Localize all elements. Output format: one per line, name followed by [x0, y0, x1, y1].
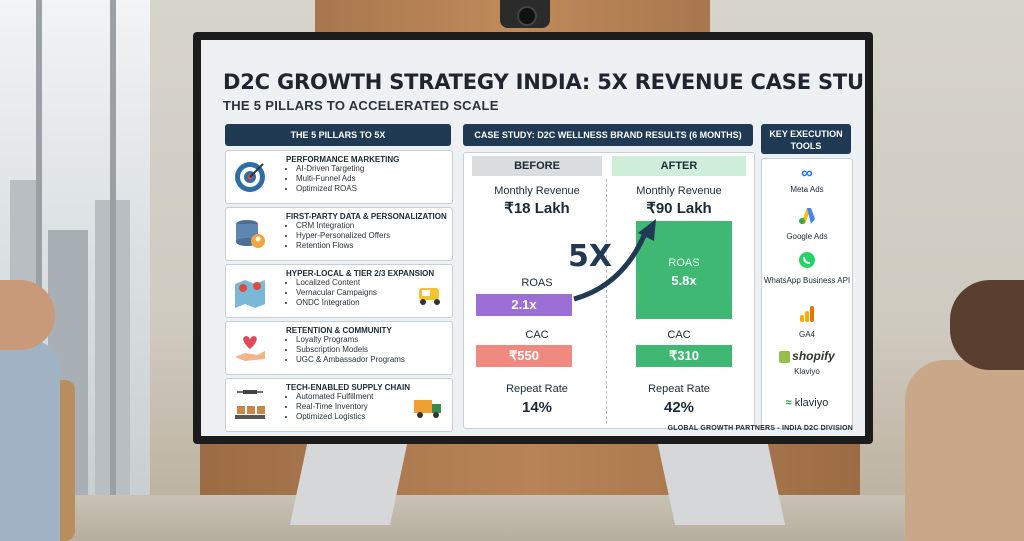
pillar-bullet: Vernacular Campaigns: [296, 288, 377, 298]
tool-label: Meta Ads: [790, 185, 824, 194]
pillar-bullet: AI-Driven Targeting: [296, 164, 364, 174]
cac-after-bar: [636, 345, 732, 367]
pillar-bullet: Multi-Funnel Ads: [296, 174, 364, 184]
pillar-title: HYPER-LOCAL & TIER 2/3 EXPANSION: [286, 269, 435, 278]
case-study-header: CASE STUDY: D2C WELLNESS BRAND RESULTS (…: [463, 124, 753, 146]
pillar-supply-chain: TECH-ENABLED SUPPLY CHAIN Automated Fulf…: [225, 378, 453, 432]
pillar-bullet: Retention Flows: [296, 241, 390, 251]
tools-header: KEY EXECUTION TOOLS: [761, 124, 851, 154]
pillar-retention-community: RETENTION & COMMUNITY Loyalty Programs S…: [225, 321, 453, 375]
tv-display: D2C GROWTH STRATEGY INDIA: 5X REVENUE CA…: [193, 32, 873, 444]
heart-hand-icon: [232, 330, 268, 366]
auto-rickshaw-icon: [416, 286, 444, 311]
tool-label: klaviyo: [794, 397, 829, 409]
tool-label: Klaviyo: [794, 367, 820, 376]
revenue-label-before: Monthly Revenue: [494, 185, 580, 197]
pillar-title: PERFORMANCE MARKETING: [286, 155, 400, 164]
cac-label-after: CAC: [667, 329, 691, 341]
pillar-title: FIRST-PARTY DATA & PERSONALIZATION: [286, 212, 447, 221]
pillar-bullet: Loyalty Programs: [296, 335, 405, 345]
pillar-title: RETENTION & COMMUNITY: [286, 326, 392, 335]
tool-meta: ∞ Meta Ads: [762, 165, 852, 194]
shopify-icon: shopify: [762, 347, 852, 365]
google-ads-icon: [762, 207, 852, 230]
roas-label-after: ROAS: [668, 257, 700, 269]
pillar-bullet: Optimized Logistics: [296, 412, 373, 422]
tool-klaviyo: ≈ klaviyo: [762, 397, 852, 409]
before-label: BEFORE: [472, 156, 602, 176]
laptop-right: [654, 430, 786, 525]
pillar-title: TECH-ENABLED SUPPLY CHAIN: [286, 383, 411, 392]
tool-label: WhatsApp Business API: [763, 276, 851, 285]
growth-arrow-icon: [573, 219, 656, 302]
person-left-head: [0, 280, 55, 350]
tool-google-ads: Google Ads: [762, 207, 852, 241]
tool-label: Google Ads: [786, 232, 828, 241]
pillar-bullet: Localized Content: [296, 278, 377, 288]
roas-before-bar: [476, 294, 572, 316]
whatsapp-icon: [762, 251, 852, 274]
revenue-after: ₹90 Lakh: [646, 200, 712, 217]
roas-before: 2.1x: [511, 297, 537, 312]
repeat-label-after: Repeat Rate: [648, 383, 710, 395]
laptop-left: [289, 430, 411, 525]
meta-icon: ∞: [801, 165, 813, 182]
multiplier-label: 5X: [568, 239, 613, 274]
target-icon: [232, 159, 268, 195]
person-right-head: [950, 280, 1024, 370]
drone-conveyor-icon: [232, 387, 268, 423]
cac-after: ₹310: [669, 348, 699, 363]
roas-after: 5.8x: [671, 273, 697, 288]
tool-label: GA4: [798, 330, 815, 339]
revenue-label-after: Monthly Revenue: [636, 185, 722, 197]
ga4-icon: [762, 305, 852, 328]
roas-label-before: ROAS: [521, 277, 553, 289]
person-left: [0, 340, 60, 541]
delivery-truck-icon: [412, 398, 444, 425]
conference-table: [0, 495, 1024, 541]
database-user-icon: [232, 216, 268, 252]
klaviyo-icon: ≈: [785, 397, 792, 409]
pillar-performance-marketing: PERFORMANCE MARKETING AI-Driven Targetin…: [225, 150, 453, 204]
slide-subtitle: THE 5 PILLARS TO ACCELERATED SCALE: [223, 98, 499, 113]
tool-whatsapp: WhatsApp Business API: [762, 251, 852, 285]
shopify-wordmark: shopify: [792, 349, 835, 363]
slide-title: D2C GROWTH STRATEGY INDIA: 5X REVENUE CA…: [223, 70, 865, 94]
repeat-label-before: Repeat Rate: [506, 383, 568, 395]
pillar-bullet: ONDC Integration: [296, 298, 377, 308]
tool-ga4: GA4: [762, 305, 852, 339]
pillar-first-party-data: FIRST-PARTY DATA & PERSONALIZATION CRM I…: [225, 207, 453, 261]
tool-shopify: shopify Klaviyo: [762, 347, 852, 376]
repeat-after: 42%: [663, 399, 695, 416]
revenue-before: ₹18 Lakh: [504, 200, 570, 217]
pillar-bullet: Hyper-Personalized Offers: [296, 231, 390, 241]
pillar-bullet: Subscription Models: [296, 345, 405, 355]
case-study-panel: BEFORE AFTER Monthly Revenue ₹18 Lakh Mo…: [463, 152, 755, 429]
pillar-hyper-local: HYPER-LOCAL & TIER 2/3 EXPANSION Localiz…: [225, 264, 453, 318]
slide-screen: D2C GROWTH STRATEGY INDIA: 5X REVENUE CA…: [201, 40, 865, 436]
tools-panel: ∞ Meta Ads Google Ads WhatsApp Business …: [761, 158, 853, 429]
conference-camera: [500, 0, 550, 28]
map-pin-icon: [232, 273, 268, 309]
pillar-bullet: Optimized ROAS: [296, 184, 364, 194]
slide-footer: GLOBAL GROWTH PARTNERS - INDIA D2C DIVIS…: [667, 425, 853, 432]
cac-before-bar: [476, 345, 572, 367]
cac-before: ₹550: [509, 348, 539, 363]
pillar-bullet: Automated Fulfillment: [296, 392, 373, 402]
pillar-bullet: Real-Time Inventory: [296, 402, 373, 412]
person-right: [905, 360, 1024, 541]
after-label: AFTER: [612, 156, 746, 176]
pillar-bullet: CRM Integration: [296, 221, 390, 231]
pillars-header: THE 5 PILLARS TO 5X: [225, 124, 451, 146]
pillar-bullet: UGC & Ambassador Programs: [296, 355, 405, 365]
column-divider: [606, 179, 607, 424]
cac-label-before: CAC: [525, 329, 549, 341]
repeat-before: 14%: [521, 399, 553, 416]
